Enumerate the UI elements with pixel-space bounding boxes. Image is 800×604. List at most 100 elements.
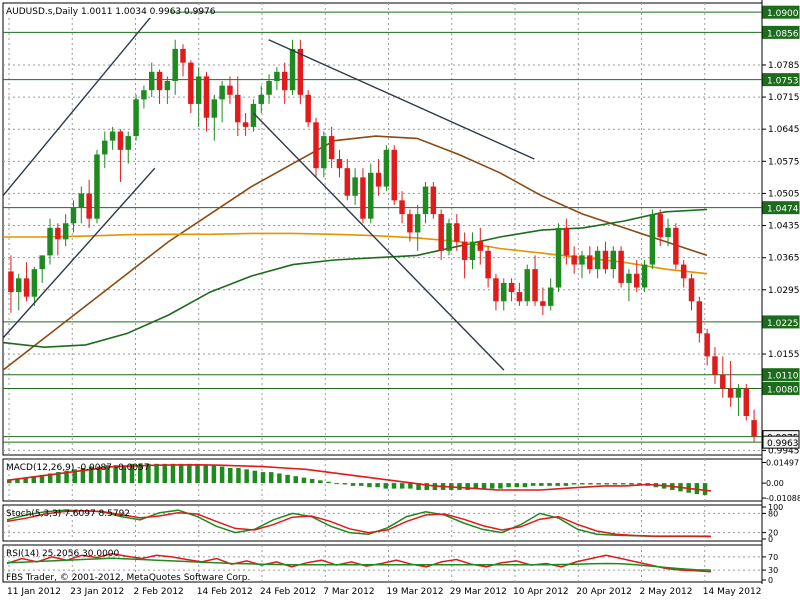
- candle-body[interactable]: [352, 177, 358, 196]
- candle-body[interactable]: [391, 149, 397, 201]
- candle-body[interactable]: [579, 255, 585, 265]
- candle-body[interactable]: [594, 250, 601, 270]
- candle-body[interactable]: [407, 214, 413, 233]
- candle-body[interactable]: [86, 193, 92, 219]
- candle-body[interactable]: [117, 131, 124, 150]
- candle-body[interactable]: [602, 250, 609, 270]
- candle-body[interactable]: [164, 81, 171, 91]
- trendline[interactable]: [2, 11, 156, 197]
- candle-body[interactable]: [493, 278, 499, 302]
- trendline[interactable]: [2, 167, 156, 339]
- candle-body[interactable]: [422, 186, 429, 215]
- candle-body[interactable]: [70, 207, 77, 224]
- candle-body[interactable]: [321, 136, 327, 169]
- candle-body[interactable]: [743, 388, 750, 416]
- candle-body[interactable]: [532, 269, 538, 302]
- candle-body[interactable]: [23, 278, 30, 297]
- candle-body[interactable]: [133, 99, 139, 137]
- candle-body[interactable]: [211, 99, 218, 118]
- candle-body[interactable]: [148, 71, 155, 91]
- candle-body[interactable]: [673, 227, 679, 265]
- candle-body[interactable]: [39, 255, 45, 270]
- candle-body[interactable]: [274, 71, 280, 82]
- candle-body[interactable]: [125, 136, 131, 150]
- candle-body[interactable]: [634, 273, 640, 288]
- candle-body[interactable]: [712, 356, 718, 375]
- candle-body[interactable]: [102, 140, 108, 155]
- candle-body[interactable]: [446, 223, 452, 251]
- candle-body[interactable]: [172, 48, 178, 82]
- candle-body[interactable]: [540, 301, 546, 306]
- candle-body[interactable]: [368, 172, 374, 219]
- candle-body[interactable]: [281, 71, 288, 91]
- candle-body[interactable]: [399, 200, 405, 215]
- candle-body[interactable]: [430, 186, 437, 215]
- candle-body[interactable]: [641, 264, 648, 288]
- candle-body[interactable]: [305, 94, 311, 123]
- candle-body[interactable]: [188, 62, 194, 104]
- candle-body[interactable]: [649, 214, 656, 265]
- candle-body[interactable]: [195, 76, 202, 104]
- candle-body[interactable]: [555, 227, 562, 288]
- candle-body[interactable]: [461, 241, 468, 260]
- candle-body[interactable]: [727, 388, 734, 398]
- candle-body[interactable]: [751, 420, 757, 437]
- candle-body[interactable]: [47, 227, 53, 256]
- candle-body[interactable]: [328, 136, 335, 160]
- candle-body[interactable]: [477, 241, 484, 251]
- candle-body[interactable]: [704, 333, 710, 357]
- candle-body[interactable]: [156, 71, 163, 91]
- candle-body[interactable]: [258, 94, 264, 104]
- candle-body[interactable]: [587, 255, 593, 270]
- candle-body[interactable]: [141, 90, 147, 100]
- candle-body[interactable]: [720, 374, 726, 389]
- candle-body[interactable]: [203, 76, 210, 118]
- candle-body[interactable]: [289, 48, 296, 91]
- candle-body[interactable]: [250, 103, 257, 127]
- candle-body[interactable]: [696, 301, 703, 334]
- candle-body[interactable]: [469, 241, 476, 260]
- candle-body[interactable]: [571, 255, 577, 265]
- candle-body[interactable]: [680, 264, 687, 279]
- candle-body[interactable]: [55, 227, 61, 240]
- candle-body[interactable]: [94, 154, 100, 219]
- candle-body[interactable]: [297, 48, 304, 95]
- candle-body[interactable]: [735, 388, 742, 398]
- candle-body[interactable]: [563, 227, 570, 256]
- candle-body[interactable]: [344, 168, 351, 196]
- candle-body[interactable]: [109, 131, 116, 141]
- candle-body[interactable]: [501, 282, 507, 302]
- candle-body[interactable]: [454, 223, 460, 242]
- candle-body[interactable]: [688, 278, 695, 302]
- candle-body[interactable]: [485, 250, 491, 279]
- candle-body[interactable]: [547, 287, 554, 306]
- candle-body[interactable]: [8, 271, 14, 293]
- candle-body[interactable]: [524, 269, 530, 302]
- candle-body[interactable]: [657, 214, 663, 238]
- candle-body[interactable]: [414, 214, 421, 233]
- candle-body[interactable]: [665, 227, 671, 238]
- candle-body[interactable]: [15, 278, 22, 293]
- candle-body[interactable]: [313, 122, 319, 169]
- candle-body[interactable]: [78, 193, 85, 208]
- candle-body[interactable]: [375, 172, 382, 187]
- candle-body[interactable]: [438, 214, 444, 251]
- trendline[interactable]: [268, 39, 535, 160]
- candle-body[interactable]: [242, 122, 249, 127]
- candle-body[interactable]: [219, 85, 225, 100]
- candle-body[interactable]: [516, 292, 523, 302]
- candle-body[interactable]: [383, 149, 390, 187]
- candle-body[interactable]: [508, 282, 515, 293]
- candle-body[interactable]: [62, 223, 69, 240]
- candle-body[interactable]: [31, 269, 38, 297]
- candle-body[interactable]: [626, 273, 632, 283]
- candle-body[interactable]: [610, 250, 617, 270]
- candle-body[interactable]: [336, 159, 343, 169]
- candle-body[interactable]: [360, 177, 366, 219]
- candle-body[interactable]: [618, 250, 624, 283]
- candle-body[interactable]: [235, 94, 241, 123]
- candle-body[interactable]: [266, 81, 272, 95]
- trendline[interactable]: [252, 112, 505, 371]
